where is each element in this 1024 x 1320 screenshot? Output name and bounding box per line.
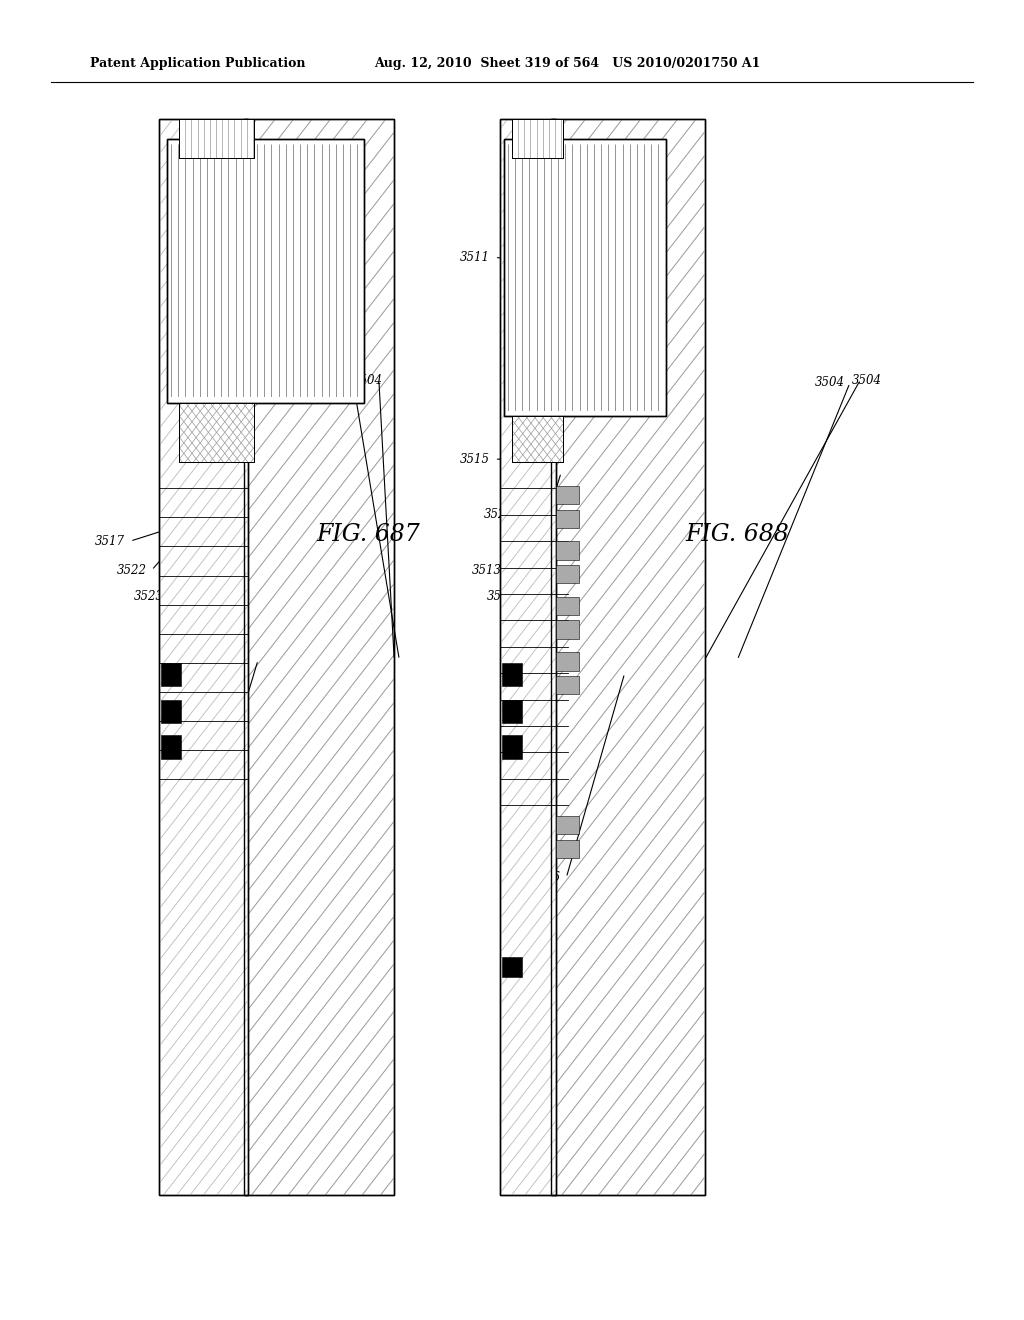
Bar xyxy=(500,119,556,1195)
Bar xyxy=(167,139,364,403)
Bar xyxy=(556,676,579,694)
Bar xyxy=(179,119,254,158)
Bar xyxy=(504,139,666,416)
Text: 3504: 3504 xyxy=(318,376,348,389)
Bar xyxy=(512,416,563,462)
Bar xyxy=(512,119,563,158)
Bar xyxy=(556,510,579,528)
Text: FIG. 688: FIG. 688 xyxy=(685,523,790,546)
Bar xyxy=(556,620,579,639)
Bar xyxy=(512,119,563,158)
Bar xyxy=(244,119,394,1195)
Text: Aug. 12, 2010  Sheet 319 of 564   US 2010/0201750 A1: Aug. 12, 2010 Sheet 319 of 564 US 2010/0… xyxy=(374,57,760,70)
Text: 3523: 3523 xyxy=(487,590,517,603)
Bar xyxy=(179,403,254,462)
Bar xyxy=(556,541,579,560)
Text: 3517: 3517 xyxy=(95,535,125,548)
Bar xyxy=(556,486,579,504)
Text: FIG. 687: FIG. 687 xyxy=(316,523,421,546)
Bar xyxy=(551,119,705,1195)
Text: 3522: 3522 xyxy=(117,564,146,577)
Bar xyxy=(167,139,364,403)
Bar xyxy=(244,119,394,1195)
Bar xyxy=(551,119,705,1195)
Bar xyxy=(502,735,522,759)
Bar xyxy=(244,119,394,1195)
Bar xyxy=(556,565,579,583)
Text: 3515: 3515 xyxy=(460,453,489,466)
Bar xyxy=(512,416,563,462)
Text: 3504: 3504 xyxy=(815,376,845,389)
Bar xyxy=(159,119,248,1195)
Bar xyxy=(500,119,556,1195)
Bar xyxy=(500,119,556,1195)
Bar xyxy=(512,119,563,158)
Bar xyxy=(551,119,705,1195)
Text: 3560: 3560 xyxy=(160,865,189,878)
Bar xyxy=(556,816,579,834)
Bar xyxy=(556,597,579,615)
Text: Patent Application Publication: Patent Application Publication xyxy=(90,57,305,70)
Bar xyxy=(502,957,522,977)
Bar xyxy=(556,840,579,858)
Text: 3513: 3513 xyxy=(472,564,502,577)
Bar xyxy=(179,119,254,158)
Bar xyxy=(161,700,181,723)
Text: 3504: 3504 xyxy=(353,374,383,387)
Text: 3522: 3522 xyxy=(484,508,514,521)
Bar xyxy=(161,663,181,686)
Bar xyxy=(179,119,254,158)
Bar xyxy=(502,663,522,686)
Bar xyxy=(159,119,248,1195)
Text: 3511: 3511 xyxy=(460,251,489,264)
Bar xyxy=(508,144,662,411)
Bar xyxy=(159,119,248,1195)
Bar xyxy=(502,700,522,723)
Text: 3504: 3504 xyxy=(852,374,882,387)
Bar xyxy=(504,139,666,416)
Bar xyxy=(512,416,563,462)
Text: 3517: 3517 xyxy=(501,535,530,548)
Bar xyxy=(556,652,579,671)
Text: 3506: 3506 xyxy=(531,871,561,884)
Bar xyxy=(161,735,181,759)
Bar xyxy=(179,403,254,462)
Text: 3523: 3523 xyxy=(134,590,164,603)
Bar xyxy=(179,403,254,462)
Bar xyxy=(171,144,359,397)
